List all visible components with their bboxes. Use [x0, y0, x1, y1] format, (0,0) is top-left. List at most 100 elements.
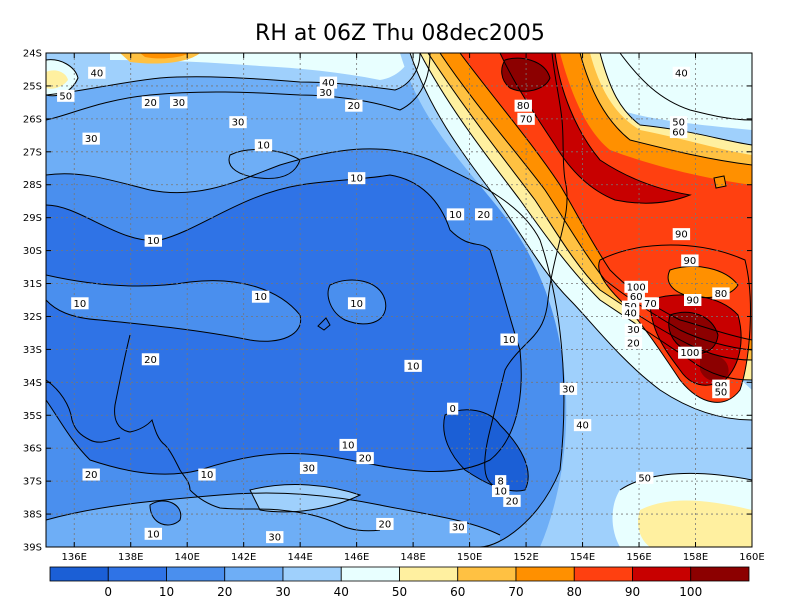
x-tick-label: 152E [513, 552, 538, 563]
colorbar-swatch [49, 566, 109, 582]
x-tick-label: 154E [570, 552, 595, 563]
colorbar-swatch [224, 566, 284, 582]
contour-label: 40 [624, 309, 637, 320]
rh-fill-10-20-west-blob [46, 275, 301, 342]
contour-label: 30 [302, 463, 315, 474]
contour-label: 20 [506, 496, 519, 507]
contour-label: 80 [517, 101, 530, 112]
contour-label-box [683, 294, 702, 306]
contour-label-box [144, 234, 163, 247]
x-tick-label: 138E [118, 552, 143, 563]
contour-label-box [345, 99, 363, 112]
contour-label-box [672, 228, 691, 241]
colorbar-label: 80 [567, 585, 582, 599]
x-tick-label: 142E [231, 552, 256, 563]
contour-label: 10 [74, 299, 87, 310]
contour-label: 60 [672, 128, 685, 139]
x-tick-label: 140E [174, 552, 199, 563]
colorbar-label: 30 [275, 585, 290, 599]
contour-label: 30 [452, 523, 465, 534]
contour-label-box [681, 254, 699, 267]
contour-label-box [503, 494, 521, 507]
contour-label: 30 [85, 134, 98, 145]
colorbar-swatch [457, 566, 517, 582]
contour-label-box [198, 468, 216, 481]
contour-label-box [71, 297, 89, 310]
contour-label: 20 [477, 210, 490, 221]
y-tick-label: 34S [23, 378, 42, 389]
contour-label-box [376, 517, 394, 530]
contour-label-box [141, 353, 160, 366]
contour-label-box [621, 307, 640, 320]
contour-label-box [672, 66, 691, 79]
x-tick-label: 160E [739, 552, 764, 563]
y-tick-label: 39S [23, 543, 42, 554]
contour-label: 0 [449, 404, 455, 415]
contour-label: 90 [675, 230, 688, 241]
colorbar-label: 40 [334, 585, 349, 599]
contour-label: 20 [85, 470, 98, 481]
colorbar-label: 60 [450, 585, 465, 599]
coastline [46, 53, 568, 532]
contour-label: 100 [627, 282, 646, 293]
contour-label: 40 [576, 421, 589, 432]
contour-label-box [251, 290, 270, 303]
contour-label: 30 [232, 118, 245, 129]
y-tick-label: 33S [23, 345, 42, 356]
contour-label: 10 [147, 236, 160, 247]
y-tick-label: 31S [23, 279, 42, 290]
colorbar-label: 100 [679, 585, 702, 599]
contour-label-box [319, 76, 338, 89]
contour-label: 20 [359, 454, 372, 465]
contour-label: 10 [407, 361, 420, 372]
contour-label: 20 [627, 338, 640, 349]
contour-label-box [88, 66, 106, 79]
axis-ticks: 136E 138E 140E 142E 144E 146E 148E 150E 152E 154E… [23, 49, 765, 564]
colorbar-label: 90 [625, 585, 640, 599]
rh-fill-peak-east [668, 312, 718, 354]
x-tick-label: 136E [62, 552, 87, 563]
y-tick-label: 27S [23, 147, 42, 158]
contour-label: 70 [644, 299, 657, 310]
contour-label-box [316, 86, 335, 99]
colorbar-swatch [690, 566, 750, 582]
contour-label: 10 [350, 299, 363, 310]
y-tick-label: 26S [23, 114, 42, 125]
x-tick-label: 146E [344, 552, 369, 563]
contour-label-box [170, 96, 188, 109]
plot-frame [45, 52, 753, 548]
contour-label: 10 [342, 440, 355, 451]
contour-label-box [514, 99, 532, 112]
contour-label-box [356, 452, 374, 465]
contour-label-box [446, 208, 465, 221]
contour-label-box [339, 438, 357, 451]
contour-label-box [141, 96, 160, 109]
colorbar-swatch [399, 566, 459, 582]
rh-fill-10-20-patch [150, 500, 181, 525]
contour-label-box [82, 132, 100, 145]
contour-label: 30 [172, 98, 185, 109]
x-tick-label: 144E [287, 552, 312, 563]
contour-label: 40 [90, 68, 103, 79]
rh-fill-50-60-nw [46, 70, 68, 89]
colorbar-label: 50 [392, 585, 407, 599]
contour-label-box [449, 521, 468, 534]
contour-label: 30 [268, 533, 281, 544]
contour-label: 20 [379, 519, 392, 530]
contour-label-box [495, 475, 507, 488]
y-tick-label: 37S [23, 477, 42, 488]
rh-fill-peak-southeast [700, 353, 729, 382]
rh-fill-70-80-north [140, 53, 190, 59]
y-tick-label: 24S [23, 49, 42, 60]
contour-label-box [573, 419, 592, 432]
x-tick-label: 150E [457, 552, 482, 563]
colorbar-swatch [282, 566, 342, 582]
contour-label-box [712, 287, 730, 300]
contour-label: 10 [503, 335, 516, 346]
contour-label: 50 [59, 91, 72, 102]
contour-label: 60 [630, 292, 643, 303]
contour-label-box [641, 297, 660, 310]
colorbar-swatch [166, 566, 226, 582]
colorbar-swatch [515, 566, 575, 582]
contour-label: 30 [562, 384, 575, 395]
